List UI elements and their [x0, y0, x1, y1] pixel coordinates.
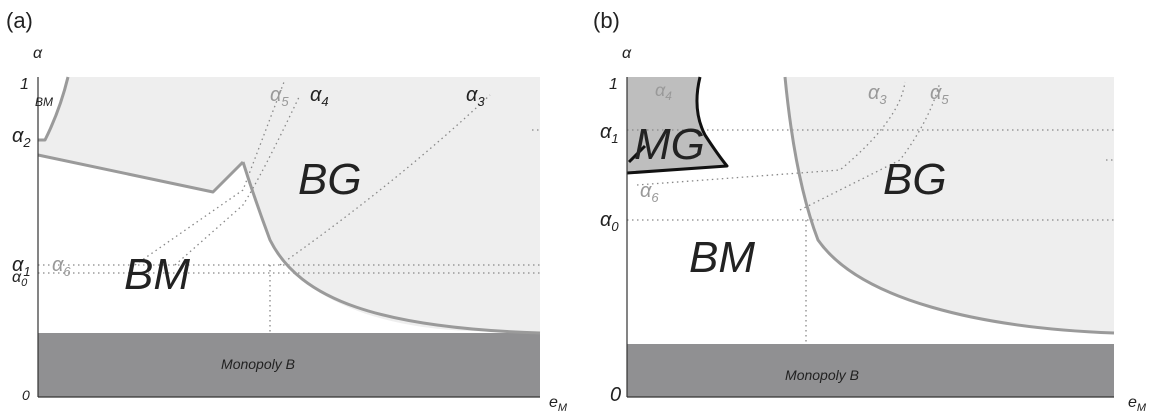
- bm-label-a: BM: [124, 250, 190, 299]
- bg-region-b: [785, 77, 1114, 333]
- alpha0-label-b: α0: [600, 209, 619, 234]
- bg-label-a: BG: [298, 155, 362, 204]
- alpha6-label-b: α6: [640, 180, 659, 205]
- panel-b: (b) α 1 0 eM α1 α0 α4 α6 α3 α5 MG BM BG …: [593, 8, 1147, 412]
- alpha0-label-a: α0: [12, 269, 28, 289]
- tick-one-a: 1: [20, 76, 29, 93]
- monopoly-label-b: Monopoly B: [785, 367, 859, 383]
- dotted-alpha6-b: [636, 81, 906, 186]
- boundary-upper-a: [37, 153, 245, 194]
- alpha1-label-b: α1: [600, 121, 619, 146]
- bm-small-region-a: [38, 77, 68, 140]
- alpha4-label-b: α4: [655, 80, 672, 103]
- alpha2-label-a: α2: [12, 125, 31, 150]
- monopoly-region-b: [627, 344, 1114, 397]
- bg-label-b: BG: [883, 155, 947, 204]
- panel-label-a: (a): [6, 8, 33, 33]
- monopoly-label-a: Monopoly B: [221, 356, 295, 372]
- alpha4-label-a: α4: [310, 84, 329, 109]
- panel-a: (a) α 1 0 eM α2 α1 α0 α6 α5 α4 α3 BM BM …: [6, 8, 568, 412]
- monopoly-region-a: [38, 333, 540, 397]
- bg-region-a: [38, 77, 540, 333]
- dotted-alpha3-a: [279, 94, 491, 266]
- x-axis-label-a: eM: [549, 394, 568, 412]
- y-axis-label-b: α: [622, 45, 632, 62]
- dotted-alpha5-b: [799, 81, 941, 211]
- alpha3-label-a: α3: [466, 84, 485, 109]
- boundary-bg-a: [241, 161, 541, 335]
- tick-zero-b: 0: [610, 384, 621, 406]
- boundary-mg-stub-b: [627, 144, 647, 164]
- bm-label-b: BM: [689, 233, 755, 282]
- tick-one-b: 1: [609, 76, 618, 93]
- alpha3-label-b: α3: [868, 82, 887, 107]
- mg-label-b: MG: [634, 120, 705, 169]
- boundary-mg-b: [626, 76, 729, 175]
- x-axis-label-b: eM: [1128, 394, 1147, 412]
- mg-region-b: [627, 77, 727, 173]
- alpha6-label-a: α6: [52, 254, 71, 279]
- alpha5-label-b: α5: [930, 82, 949, 107]
- boundary-bg-b: [783, 76, 1115, 335]
- panel-label-b: (b): [593, 8, 620, 33]
- bm-small-label-a: BM: [35, 95, 53, 109]
- y-axis-label-a: α: [33, 45, 43, 62]
- alpha1-label-a: α1: [12, 254, 31, 279]
- alpha5-label-a: α5: [270, 84, 289, 109]
- boundary-bm-small-a: [38, 76, 70, 142]
- tick-zero-a: 0: [22, 387, 30, 403]
